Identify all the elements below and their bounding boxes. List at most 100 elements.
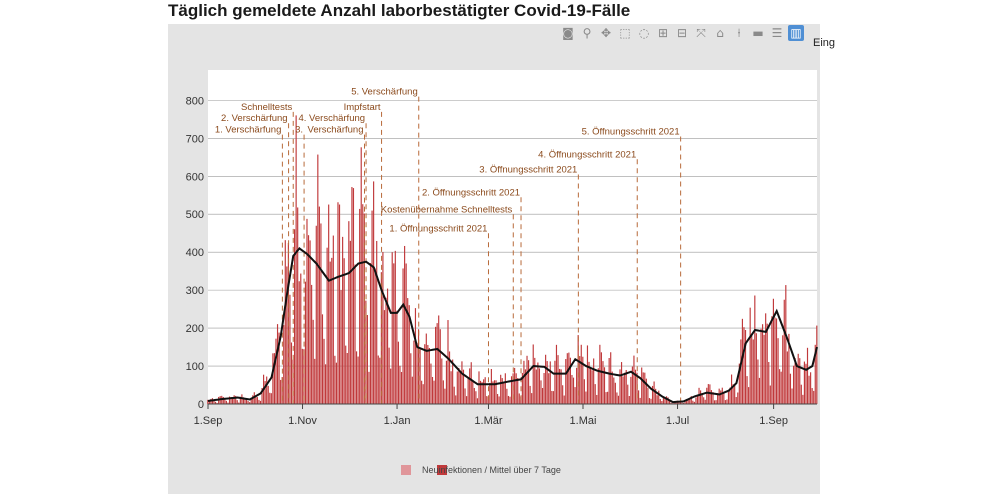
daily-case-bar xyxy=(566,353,568,404)
daily-case-bar xyxy=(408,305,410,404)
daily-case-bar xyxy=(613,377,615,404)
daily-case-bar xyxy=(813,390,815,404)
annotation-label: 5. Öffnungsschritt 2021 xyxy=(582,127,680,138)
daily-case-bar xyxy=(216,402,218,404)
x-tick-label: 1.Jan xyxy=(384,415,411,427)
daily-case-bar xyxy=(328,204,330,404)
lasso-select-icon[interactable]: ◌ xyxy=(638,26,650,40)
daily-case-bar xyxy=(501,378,503,404)
hover-closest-icon[interactable]: ▬ xyxy=(752,26,764,40)
daily-case-bar xyxy=(521,372,523,404)
legend-swatch-bars[interactable] xyxy=(401,465,411,475)
daily-case-bar xyxy=(368,371,370,404)
daily-case-bar xyxy=(320,223,322,404)
annotation-label: 3. Öffnungsschritt 2021 xyxy=(479,164,577,175)
daily-case-bar xyxy=(549,361,551,404)
daily-case-bar xyxy=(695,397,697,404)
daily-case-bar xyxy=(720,390,722,404)
daily-case-bar xyxy=(772,298,774,404)
zoom-in-icon[interactable]: ⊞ xyxy=(657,26,669,40)
daily-case-bar xyxy=(760,328,762,404)
daily-case-bar xyxy=(761,324,764,404)
box-select-icon[interactable]: ⬚ xyxy=(619,26,631,40)
daily-case-bar xyxy=(509,396,511,404)
camera-icon[interactable]: ◙ xyxy=(562,26,574,40)
daily-case-bar xyxy=(269,392,271,404)
daily-case-bar xyxy=(655,388,657,404)
annotation-label: 1. Öffnungsschritt 2021 xyxy=(389,223,487,234)
daily-case-bar xyxy=(207,399,209,404)
daily-case-bar xyxy=(658,390,660,404)
annotation-label: 4. Öffnungsschritt 2021 xyxy=(538,149,636,160)
pan-icon[interactable]: ✥ xyxy=(600,26,612,40)
daily-case-bar xyxy=(706,387,708,404)
daily-case-bar xyxy=(785,285,787,404)
daily-case-bar xyxy=(768,361,770,404)
daily-case-bar xyxy=(256,397,258,404)
daily-case-bar xyxy=(284,240,286,404)
daily-case-bar xyxy=(405,263,407,404)
daily-case-bar xyxy=(644,372,646,404)
daily-case-bar xyxy=(526,355,528,404)
daily-case-bar xyxy=(275,338,277,404)
daily-case-bar xyxy=(439,329,441,404)
daily-case-bar xyxy=(648,398,651,404)
daily-case-bar xyxy=(394,250,396,404)
annotation-label: Kostenübernahme Schnelltests xyxy=(381,204,513,215)
reset-axes-icon[interactable]: ⌂ xyxy=(716,26,724,40)
daily-case-bar xyxy=(625,369,627,404)
daily-case-bar xyxy=(634,369,637,404)
zoom-out-icon[interactable]: ⊟ xyxy=(676,26,688,40)
daily-case-bar xyxy=(734,384,736,404)
daily-case-bar xyxy=(492,381,494,404)
daily-case-bar xyxy=(700,390,702,404)
daily-case-bar xyxy=(318,206,320,404)
daily-case-bar xyxy=(642,372,644,404)
daily-case-bar xyxy=(227,402,229,404)
daily-case-bar xyxy=(250,397,252,404)
daily-case-bar xyxy=(286,266,288,404)
daily-case-bar xyxy=(461,361,463,404)
daily-case-bar xyxy=(735,397,737,404)
daily-case-bar xyxy=(289,294,291,404)
daily-case-bar xyxy=(563,395,565,404)
daily-case-bar xyxy=(441,358,443,404)
daily-case-bar xyxy=(552,391,554,404)
daily-case-bar xyxy=(304,281,307,404)
daily-case-bar xyxy=(360,147,362,404)
daily-case-bar xyxy=(631,366,633,404)
daily-case-bar xyxy=(354,264,356,404)
daily-case-bar xyxy=(297,207,299,404)
daily-case-bar xyxy=(348,221,350,404)
daily-case-bar xyxy=(617,395,620,404)
daily-case-bar xyxy=(651,385,654,404)
daily-case-bar xyxy=(653,381,655,404)
daily-case-bar xyxy=(794,358,796,404)
daily-case-bar xyxy=(431,376,434,404)
hover-compare-icon[interactable]: ☰ xyxy=(771,26,783,40)
daily-case-bar xyxy=(452,359,454,404)
legend-swatch-average[interactable] xyxy=(437,465,447,475)
daily-case-bar xyxy=(399,365,401,404)
x-tick-label: 1.Jul xyxy=(666,415,689,427)
daily-case-bar xyxy=(729,387,731,404)
daily-case-bar xyxy=(679,401,682,404)
spike-lines-icon[interactable]: ⍿ xyxy=(737,26,741,40)
daily-case-bar xyxy=(546,361,548,404)
x-tick-label: 1.Mär xyxy=(474,415,502,427)
autoscale-icon[interactable]: ⤧ xyxy=(696,26,706,40)
daily-case-bar xyxy=(294,229,296,404)
daily-case-bar xyxy=(232,397,234,404)
legend-label[interactable]: Neuinfektionen / Mittel über 7 Tage xyxy=(422,465,561,475)
zoom-icon[interactable]: ⚲ xyxy=(582,26,592,40)
daily-case-bar xyxy=(589,368,592,404)
plotly-logo-icon[interactable]: ▥ xyxy=(788,25,804,41)
daily-case-bar xyxy=(515,373,517,404)
daily-case-bar xyxy=(692,400,694,404)
daily-case-bar xyxy=(746,376,748,404)
daily-case-bar xyxy=(346,353,348,404)
daily-case-bar xyxy=(758,377,761,404)
daily-case-bar xyxy=(782,335,784,404)
daily-case-bar xyxy=(359,208,361,404)
daily-case-bar xyxy=(814,344,816,404)
